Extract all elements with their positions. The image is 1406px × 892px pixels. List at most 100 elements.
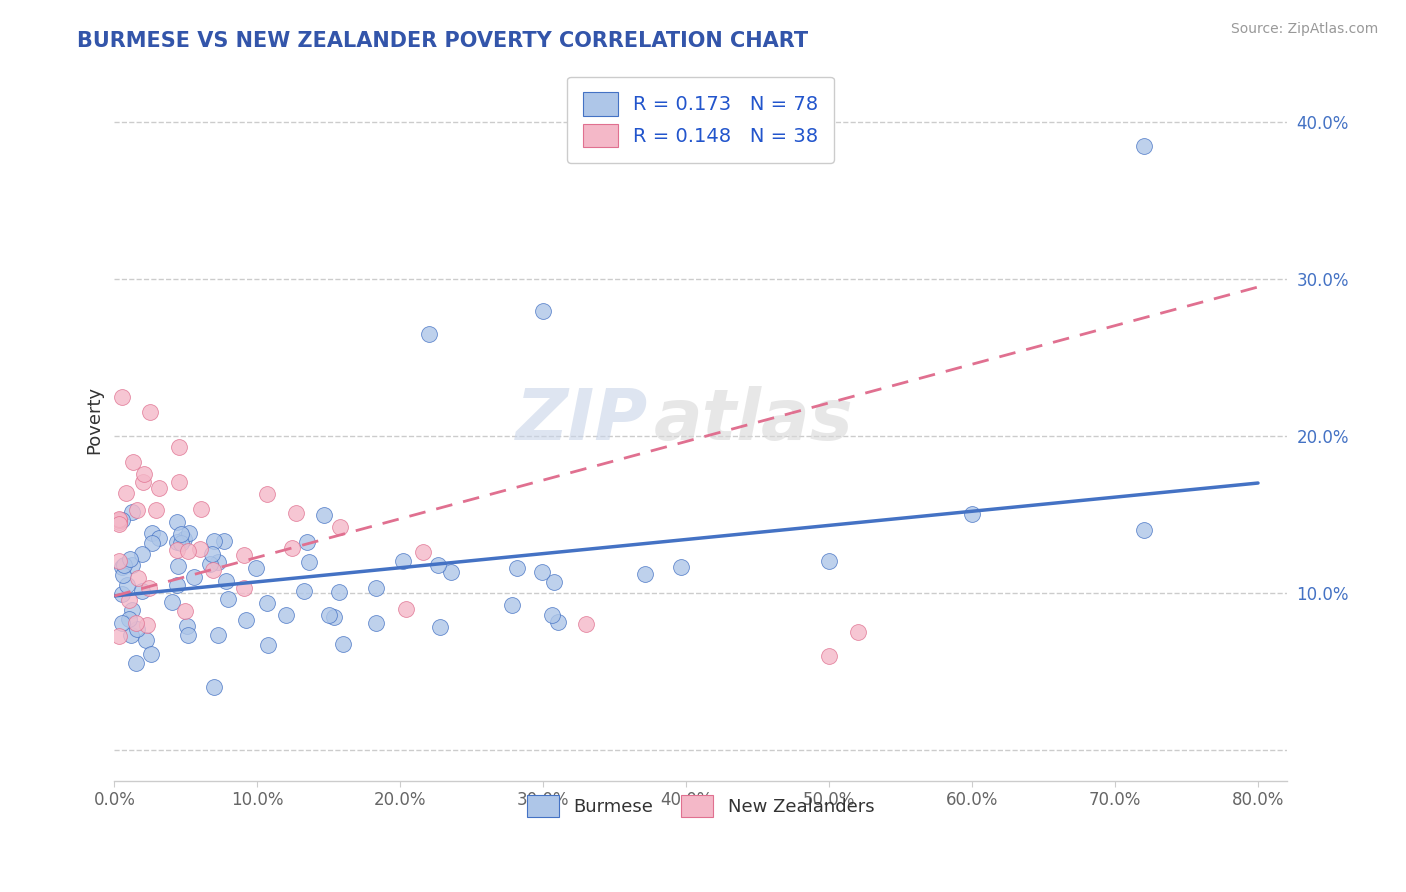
Point xyxy=(141,535,163,549)
Point xyxy=(215,574,238,588)
Point xyxy=(166,578,188,592)
Point xyxy=(174,604,197,618)
Point xyxy=(115,485,138,500)
Point xyxy=(201,548,224,562)
Point xyxy=(107,554,129,568)
Point xyxy=(245,561,267,575)
Point xyxy=(633,567,655,582)
Point xyxy=(232,581,254,595)
Point xyxy=(846,625,869,640)
Point xyxy=(202,680,225,694)
Point xyxy=(166,542,188,557)
Point xyxy=(366,616,388,631)
Point xyxy=(285,506,308,520)
Point xyxy=(148,481,170,495)
Point xyxy=(501,598,523,612)
Point xyxy=(217,592,239,607)
Point xyxy=(207,628,229,642)
Point xyxy=(429,620,451,634)
Point xyxy=(547,615,569,630)
Point xyxy=(506,561,529,575)
Point xyxy=(121,558,143,573)
Point xyxy=(295,534,318,549)
Point xyxy=(107,517,129,532)
Point xyxy=(135,633,157,648)
Point xyxy=(183,570,205,584)
Point xyxy=(108,512,131,526)
Point xyxy=(167,475,190,489)
Point xyxy=(318,608,340,623)
Point xyxy=(312,508,335,523)
Point xyxy=(671,559,693,574)
Point xyxy=(127,622,149,636)
Text: ZIP: ZIP xyxy=(516,386,648,455)
Point xyxy=(139,647,162,661)
Point xyxy=(276,607,298,622)
Point xyxy=(190,502,212,516)
Point xyxy=(395,601,418,615)
Y-axis label: Poverty: Poverty xyxy=(86,386,103,454)
Point xyxy=(118,612,141,626)
Point xyxy=(121,505,143,519)
Point xyxy=(322,610,344,624)
Legend: Burmese, New Zealanders: Burmese, New Zealanders xyxy=(517,786,883,826)
Point xyxy=(121,603,143,617)
Point xyxy=(160,595,183,609)
Point xyxy=(575,617,598,632)
Point xyxy=(332,637,354,651)
Point xyxy=(412,545,434,559)
Point xyxy=(176,619,198,633)
Point xyxy=(176,544,198,558)
Point xyxy=(256,487,278,501)
Point xyxy=(1132,139,1154,153)
Point xyxy=(118,593,141,607)
Point xyxy=(118,551,141,566)
Point xyxy=(541,607,564,622)
Point xyxy=(233,548,256,562)
Point xyxy=(135,617,157,632)
Point xyxy=(440,566,463,580)
Text: BURMESE VS NEW ZEALANDER POVERTY CORRELATION CHART: BURMESE VS NEW ZEALANDER POVERTY CORRELA… xyxy=(77,31,808,51)
Text: Source: ZipAtlas.com: Source: ZipAtlas.com xyxy=(1230,22,1378,37)
Point xyxy=(120,628,142,642)
Point xyxy=(281,541,304,556)
Point xyxy=(530,565,553,579)
Point xyxy=(292,583,315,598)
Point xyxy=(122,455,145,469)
Point xyxy=(818,554,841,568)
Point xyxy=(188,541,211,556)
Point xyxy=(298,555,321,569)
Point xyxy=(110,587,132,601)
Point xyxy=(364,581,387,595)
Point xyxy=(166,515,188,529)
Point xyxy=(392,554,415,568)
Point xyxy=(173,532,195,546)
Point xyxy=(115,578,138,592)
Point xyxy=(207,555,229,569)
Point xyxy=(125,657,148,671)
Point xyxy=(132,475,155,490)
Point xyxy=(531,303,554,318)
Point xyxy=(132,467,155,481)
Point xyxy=(138,582,160,596)
Point xyxy=(426,558,449,572)
Point xyxy=(127,571,149,585)
Text: atlas: atlas xyxy=(654,386,853,455)
Point xyxy=(257,638,280,652)
Point xyxy=(177,627,200,641)
Point xyxy=(201,563,224,577)
Point xyxy=(125,503,148,517)
Point xyxy=(107,630,129,644)
Point xyxy=(166,559,188,574)
Point xyxy=(148,531,170,545)
Point xyxy=(111,513,134,527)
Point xyxy=(139,405,162,419)
Point xyxy=(235,613,257,627)
Point xyxy=(166,535,188,549)
Point xyxy=(212,533,235,548)
Point xyxy=(107,513,129,527)
Point xyxy=(1132,523,1154,537)
Point xyxy=(131,547,153,561)
Point xyxy=(107,515,129,529)
Point xyxy=(112,568,135,582)
